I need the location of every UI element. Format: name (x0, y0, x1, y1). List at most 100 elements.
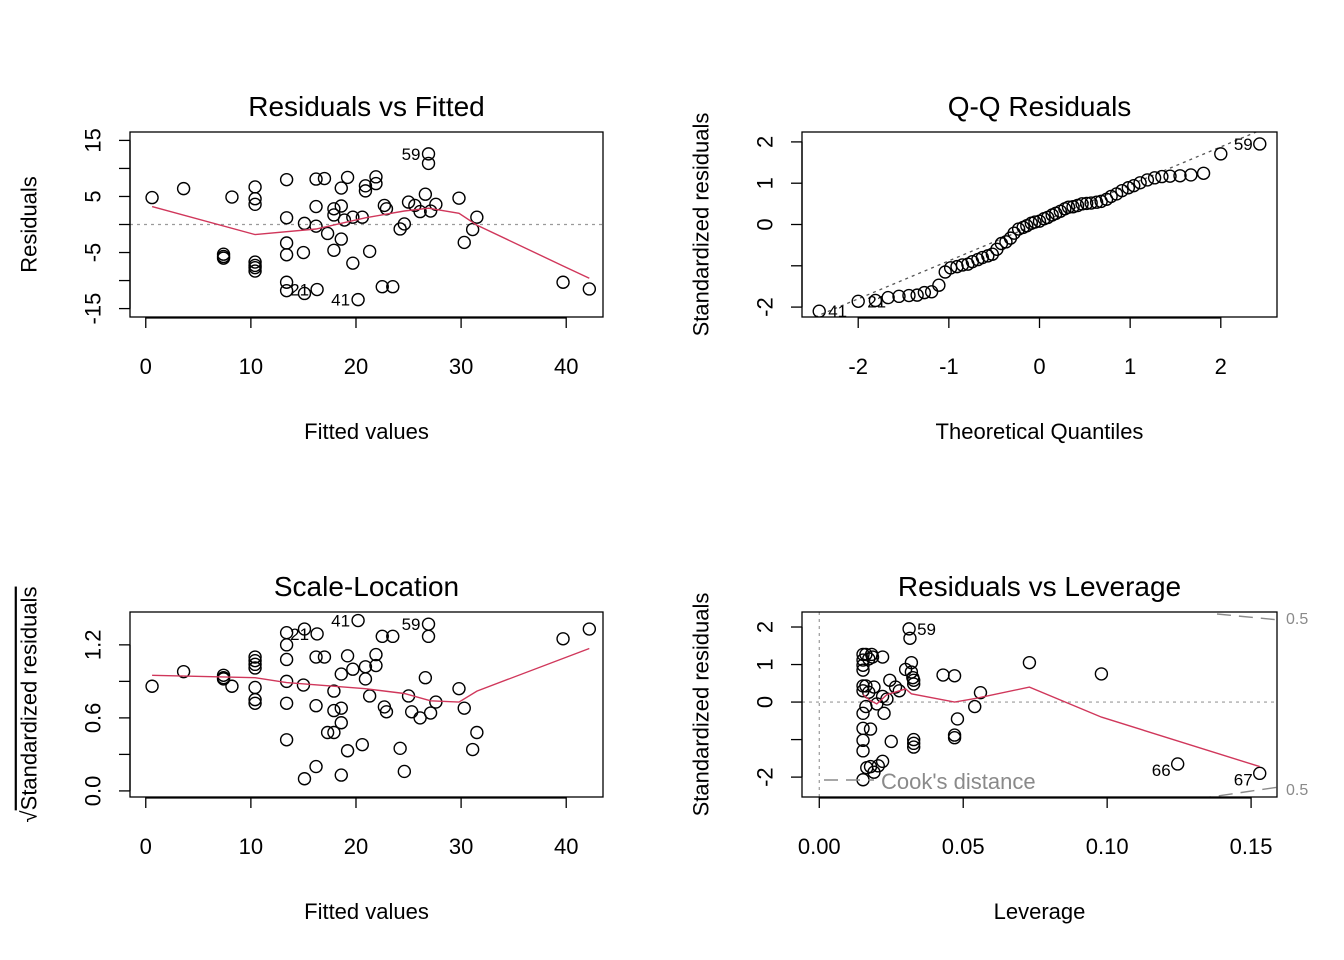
data-point (401, 195, 416, 209)
data-point (320, 725, 335, 740)
residuals-vs-fitted-y-tick-label: -5 (81, 243, 106, 263)
data-point (1170, 757, 1185, 771)
residuals-vs-leverage-cook-contour-lower (1205, 786, 1277, 797)
data-point (892, 289, 906, 304)
data-point (145, 190, 159, 205)
residuals-vs-leverage-y-axis-label: Standardized residuals (689, 593, 714, 817)
data-point (393, 741, 407, 756)
data-point (1115, 183, 1129, 198)
residuals-vs-fitted-frame (129, 131, 604, 318)
data-point (351, 613, 365, 628)
data-point (582, 622, 597, 636)
data-point (327, 202, 341, 216)
data-point (1028, 215, 1042, 229)
residuals-vs-leverage-x-tick-label: 0.10 (1086, 834, 1129, 859)
data-point (985, 247, 1000, 261)
data-point (248, 650, 262, 664)
residuals-vs-fitted-x-tick-label: 0 (140, 354, 152, 379)
data-point (309, 699, 323, 713)
residuals-vs-fitted-point-label: 41 (331, 291, 350, 310)
data-point (421, 629, 436, 644)
data-point (297, 286, 312, 301)
data-point (279, 275, 294, 289)
data-point (248, 180, 262, 194)
data-point (309, 219, 323, 233)
data-point (176, 181, 191, 196)
data-point (413, 204, 427, 219)
data-point (334, 701, 348, 715)
data-point (340, 649, 355, 663)
data-point (973, 685, 988, 700)
residuals-vs-fitted-x-tick-label: 30 (449, 354, 473, 379)
data-point (955, 258, 970, 272)
data-point (340, 170, 355, 185)
residuals-vs-leverage-cook-contour-upper (1216, 613, 1277, 621)
data-point (362, 689, 377, 703)
data-point (334, 181, 348, 195)
qq-residuals-x-tick-label: -2 (848, 354, 868, 379)
scale-location-x-axis-label: Fitted values (304, 899, 429, 924)
residuals-vs-fitted-y-tick-label: 15 (81, 128, 106, 152)
data-point (556, 275, 570, 289)
residuals-vs-leverage-panel: Residuals vs Leverage 0.00 0.05 0.10 0.15 Lev… (689, 571, 1309, 924)
residuals-vs-leverage-x-tick-label: 0.00 (798, 834, 841, 859)
data-point (457, 235, 471, 250)
data-point (902, 622, 916, 636)
data-point (320, 226, 335, 241)
qq-residuals-x-tick-label: -1 (939, 354, 959, 379)
data-point (856, 744, 870, 758)
scale-location-title: Scale-Location (274, 571, 459, 602)
residuals-vs-leverage-legend-label: Cook's distance (881, 769, 1036, 794)
qq-residuals-point-label: 59 (1234, 135, 1253, 154)
data-point (418, 671, 433, 685)
residuals-vs-fitted-x-tick-label: 20 (344, 354, 368, 379)
data-point (309, 650, 323, 664)
data-point (310, 627, 324, 641)
data-point (452, 191, 466, 205)
qq-residuals-frame (801, 131, 1278, 318)
data-point (334, 232, 348, 246)
data-point (375, 280, 389, 294)
data-point (1094, 667, 1109, 681)
residuals-vs-leverage-x-axis: 0.00 0.05 0.10 0.15 (798, 797, 1273, 859)
data-point (910, 288, 924, 302)
qq-residuals-y-axis-label: Standardized residuals (689, 113, 714, 337)
qq-residuals-qq-line (813, 132, 1258, 317)
residuals-vs-leverage-y-axis: -2 0 1 2 (753, 621, 803, 787)
qq-residuals-title: Q-Q Residuals (948, 91, 1132, 122)
data-point (334, 199, 348, 213)
scale-location-x-tick-label: 10 (239, 834, 263, 859)
qq-residuals-y-tick-label: 1 (753, 177, 778, 189)
residuals-vs-fitted-x-tick-label: 40 (554, 354, 578, 379)
scale-location-x-tick-label: 40 (554, 834, 578, 859)
data-point (975, 250, 990, 265)
data-point (1133, 176, 1147, 190)
data-point (386, 629, 400, 644)
data-point (346, 256, 360, 270)
data-point (346, 662, 360, 676)
data-point (556, 632, 570, 646)
residuals-vs-leverage-x-tick-label: 0.05 (942, 834, 985, 859)
data-point (248, 692, 262, 707)
scale-location-y-tick-label: 1.2 (81, 630, 106, 661)
data-point (327, 684, 341, 698)
data-point (903, 631, 917, 645)
data-point (421, 147, 436, 161)
data-point (279, 172, 294, 187)
data-point (369, 658, 383, 673)
data-point (856, 663, 870, 677)
data-point (397, 764, 412, 779)
data-point (379, 705, 394, 719)
residuals-vs-fitted-panel: Residuals vs Fitted 0 10 20 30 40 Fitted value… (17, 91, 604, 444)
data-point (358, 184, 373, 198)
scale-location-x-tick-label: 20 (344, 834, 368, 859)
data-point (145, 679, 159, 693)
data-point (856, 733, 870, 748)
residuals-vs-leverage-point-label: 67 (1234, 770, 1253, 789)
data-point (296, 678, 311, 692)
scale-location-point-label: 59 (402, 615, 421, 634)
residuals-vs-leverage-title: Residuals vs Leverage (898, 571, 1181, 602)
data-point (334, 768, 348, 782)
data-point (279, 283, 294, 298)
data-point (880, 692, 894, 706)
